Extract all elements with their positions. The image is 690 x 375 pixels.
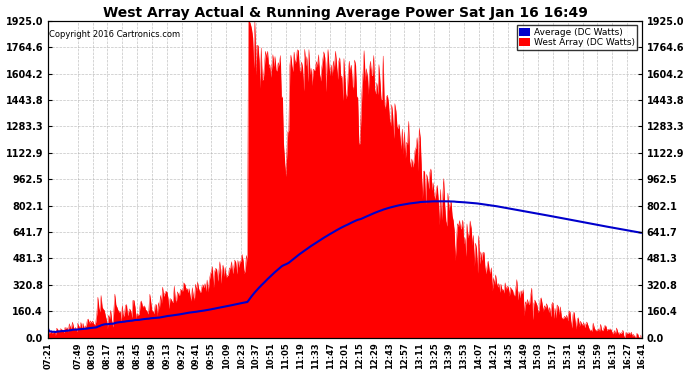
Legend: Average (DC Watts), West Array (DC Watts): Average (DC Watts), West Array (DC Watts… [517,25,638,50]
Title: West Array Actual & Running Average Power Sat Jan 16 16:49: West Array Actual & Running Average Powe… [103,6,587,20]
Text: Copyright 2016 Cartronics.com: Copyright 2016 Cartronics.com [49,30,180,39]
